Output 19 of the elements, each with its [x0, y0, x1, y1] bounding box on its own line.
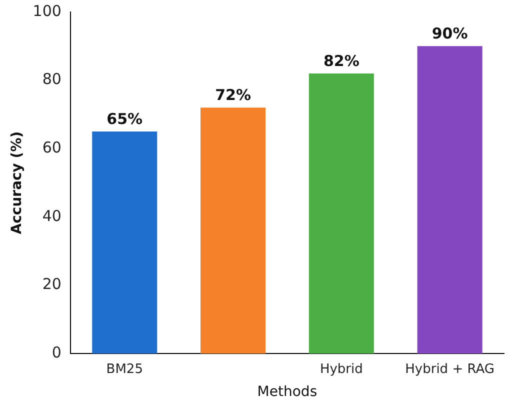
y-tick-label: 20 — [42, 275, 62, 294]
y-tick-label: 100 — [32, 2, 62, 20]
bar — [200, 108, 266, 354]
data-label: 90% — [432, 24, 468, 43]
data-label: 65% — [106, 110, 143, 128]
y-tick-label: 60 — [42, 138, 62, 157]
bar — [92, 132, 158, 354]
bar — [417, 46, 482, 354]
y-tick-label: 80 — [42, 70, 62, 88]
y-axis-title: Accuracy (%) — [9, 131, 26, 234]
bar — [308, 73, 374, 354]
x-tick-label: BM25 — [106, 362, 143, 377]
y-tick-label: 0 — [52, 343, 62, 362]
x-axis-title: Methods — [257, 384, 318, 400]
x-tick-label: Hybrid — [320, 362, 363, 377]
y-tick-label: 40 — [42, 206, 62, 225]
x-tick-label: Hybrid + RAG — [405, 362, 494, 377]
data-label: 82% — [323, 52, 360, 70]
data-label: 72% — [215, 86, 251, 104]
